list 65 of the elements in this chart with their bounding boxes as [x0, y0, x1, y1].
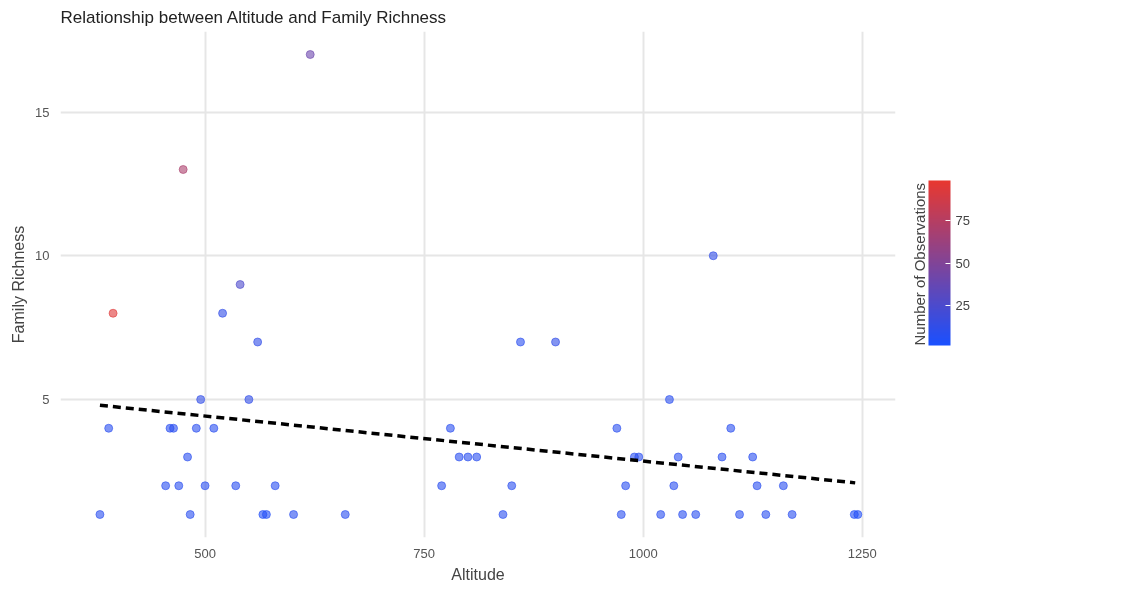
point: [200, 481, 210, 491]
chart-title: Relationship between Altitude and Family Richness: [60, 7, 447, 27]
point: [669, 481, 679, 491]
point: [664, 395, 674, 404]
color-bar-title: Number of Observations: [910, 182, 928, 346]
point: [183, 452, 193, 462]
point: [218, 308, 228, 318]
x-axis-title: Altitude: [451, 565, 505, 583]
point: [235, 280, 245, 289]
point: [108, 308, 118, 318]
point: [231, 481, 241, 491]
point: [161, 481, 171, 491]
color-bar-label: 25: [955, 297, 970, 313]
color-bar-label: 75: [955, 213, 970, 229]
point: [678, 510, 688, 519]
point: [454, 452, 464, 462]
point: [289, 510, 299, 519]
point: [515, 337, 525, 347]
point: [616, 510, 626, 519]
y-tick-label: 10: [35, 248, 50, 264]
point: [196, 395, 206, 404]
color-bar-label: 50: [955, 255, 970, 271]
point: [691, 510, 701, 519]
point: [185, 510, 195, 519]
point: [174, 481, 184, 491]
y-tick-label: 5: [42, 392, 50, 407]
point: [244, 395, 254, 404]
point: [340, 510, 350, 519]
point: [748, 452, 758, 462]
point: [708, 251, 718, 261]
point: [498, 510, 508, 519]
x-tick-label: 1250: [847, 545, 877, 561]
point: [752, 481, 762, 491]
point: [209, 423, 219, 433]
point: [621, 481, 631, 491]
point: [507, 481, 517, 491]
point: [178, 165, 188, 174]
point: [437, 481, 447, 491]
point: [463, 452, 473, 462]
x-tick-label: 500: [194, 545, 216, 561]
point: [305, 50, 315, 59]
y-axis-title: Family Richness: [10, 225, 28, 344]
point: [656, 510, 666, 519]
point: [270, 481, 280, 491]
point: [778, 481, 788, 491]
point: [787, 510, 797, 519]
point: [191, 423, 201, 433]
point: [634, 452, 644, 462]
point: [735, 510, 745, 519]
x-tick-label: 1000: [628, 545, 658, 561]
x-tick-label: 750: [413, 545, 435, 561]
y-tick-label: 15: [35, 104, 50, 120]
point: [104, 423, 114, 433]
point: [551, 337, 561, 347]
point: [253, 337, 263, 347]
point: [853, 510, 863, 519]
point: [717, 452, 727, 462]
point: [673, 452, 683, 462]
point: [726, 423, 736, 433]
point: [445, 423, 455, 433]
point: [612, 423, 622, 433]
point: [472, 452, 482, 462]
point: [761, 510, 771, 519]
point: [169, 423, 179, 433]
point: [95, 510, 105, 519]
